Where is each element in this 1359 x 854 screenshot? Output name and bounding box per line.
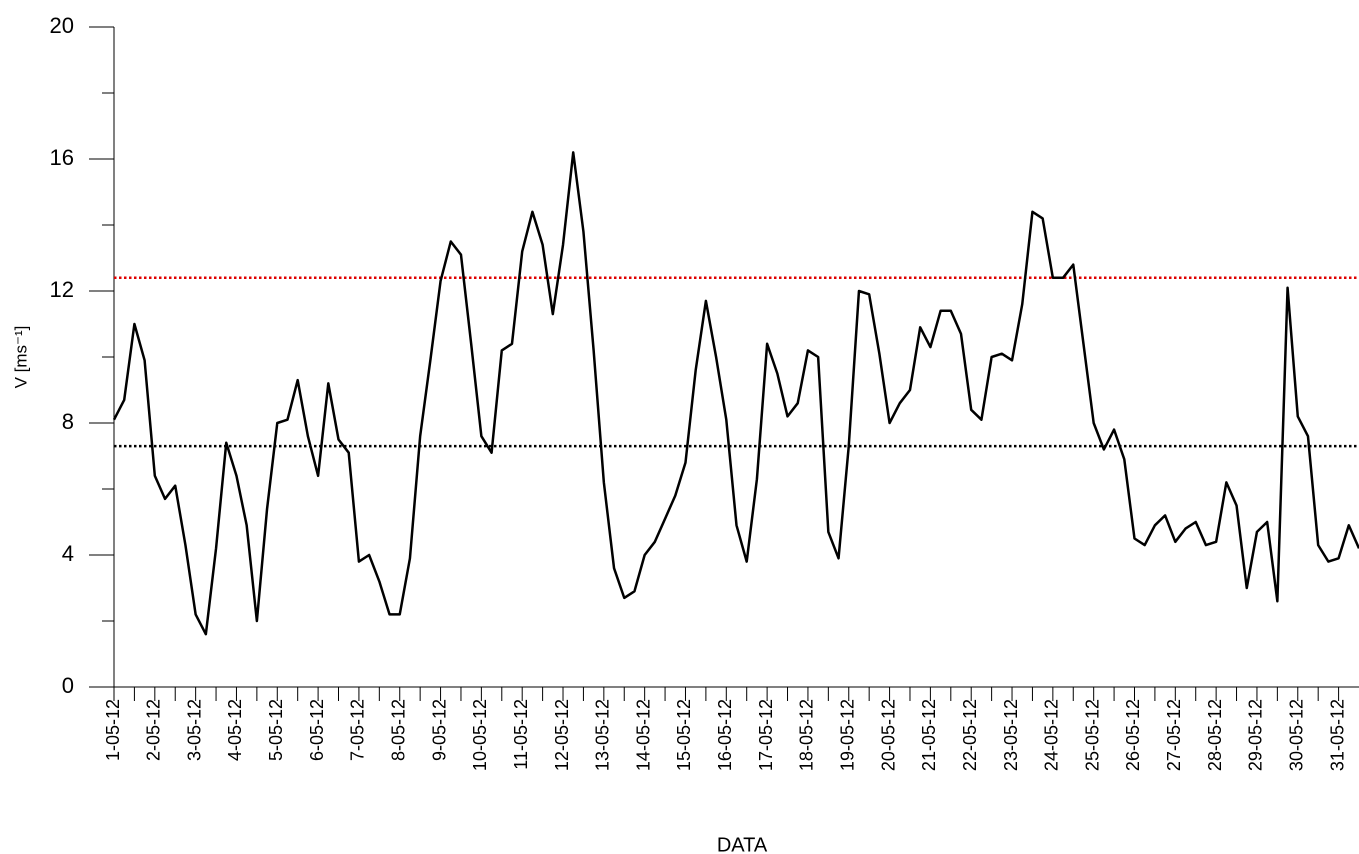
x-tick-label: 5-05-12 (266, 699, 286, 761)
x-tick-label: 4-05-12 (225, 699, 245, 761)
x-tick-label: 2-05-12 (144, 699, 164, 761)
x-tick-label: 26-05-12 (1123, 699, 1143, 771)
x-axis-title: DATA (717, 834, 768, 854)
x-tick-label: 30-05-12 (1287, 699, 1307, 771)
y-tick-label: 16 (50, 145, 74, 170)
x-tick-label: 31-05-12 (1327, 699, 1347, 771)
data-line (112, 151, 1359, 636)
x-tick-label: 18-05-12 (797, 699, 817, 771)
x-tick-label: 17-05-12 (756, 699, 776, 771)
y-tick-label: 0 (62, 673, 74, 698)
x-tick-label: 12-05-12 (552, 699, 572, 771)
x-tick-label: 28-05-12 (1205, 699, 1225, 771)
x-tick-label: 6-05-12 (307, 699, 327, 761)
x-tick-label: 9-05-12 (429, 699, 449, 761)
x-tick-label: 22-05-12 (960, 699, 980, 771)
x-tick-label: 29-05-12 (1246, 699, 1266, 771)
x-tick-label: 20-05-12 (878, 699, 898, 771)
y-tick-label: 12 (50, 277, 74, 302)
x-tick-label: 23-05-12 (1001, 699, 1021, 771)
x-tick-label: 24-05-12 (1042, 699, 1062, 771)
x-tick-label: 1-05-12 (103, 699, 123, 761)
y-tick-label: 4 (62, 541, 74, 566)
x-tick-label: 13-05-12 (593, 699, 613, 771)
y-tick-label: 20 (50, 13, 74, 38)
y-tick-label: 8 (62, 409, 74, 434)
x-tick-label: 10-05-12 (470, 699, 490, 771)
x-tick-label: 27-05-12 (1164, 699, 1184, 771)
y-axis-title: V [ms⁻¹] (11, 326, 30, 389)
x-tick-label: 15-05-12 (674, 699, 694, 771)
x-tick-label: 11-05-12 (511, 699, 531, 770)
x-tick-label: 8-05-12 (388, 699, 408, 761)
x-tick-label: 3-05-12 (184, 699, 204, 761)
x-tick-label: 25-05-12 (1082, 699, 1102, 771)
x-tick-label: 14-05-12 (633, 699, 653, 771)
x-tick-label: 21-05-12 (919, 699, 939, 771)
x-tick-label: 16-05-12 (715, 699, 735, 771)
x-tick-label: 7-05-12 (348, 699, 368, 761)
x-tick-label: 19-05-12 (838, 699, 858, 771)
